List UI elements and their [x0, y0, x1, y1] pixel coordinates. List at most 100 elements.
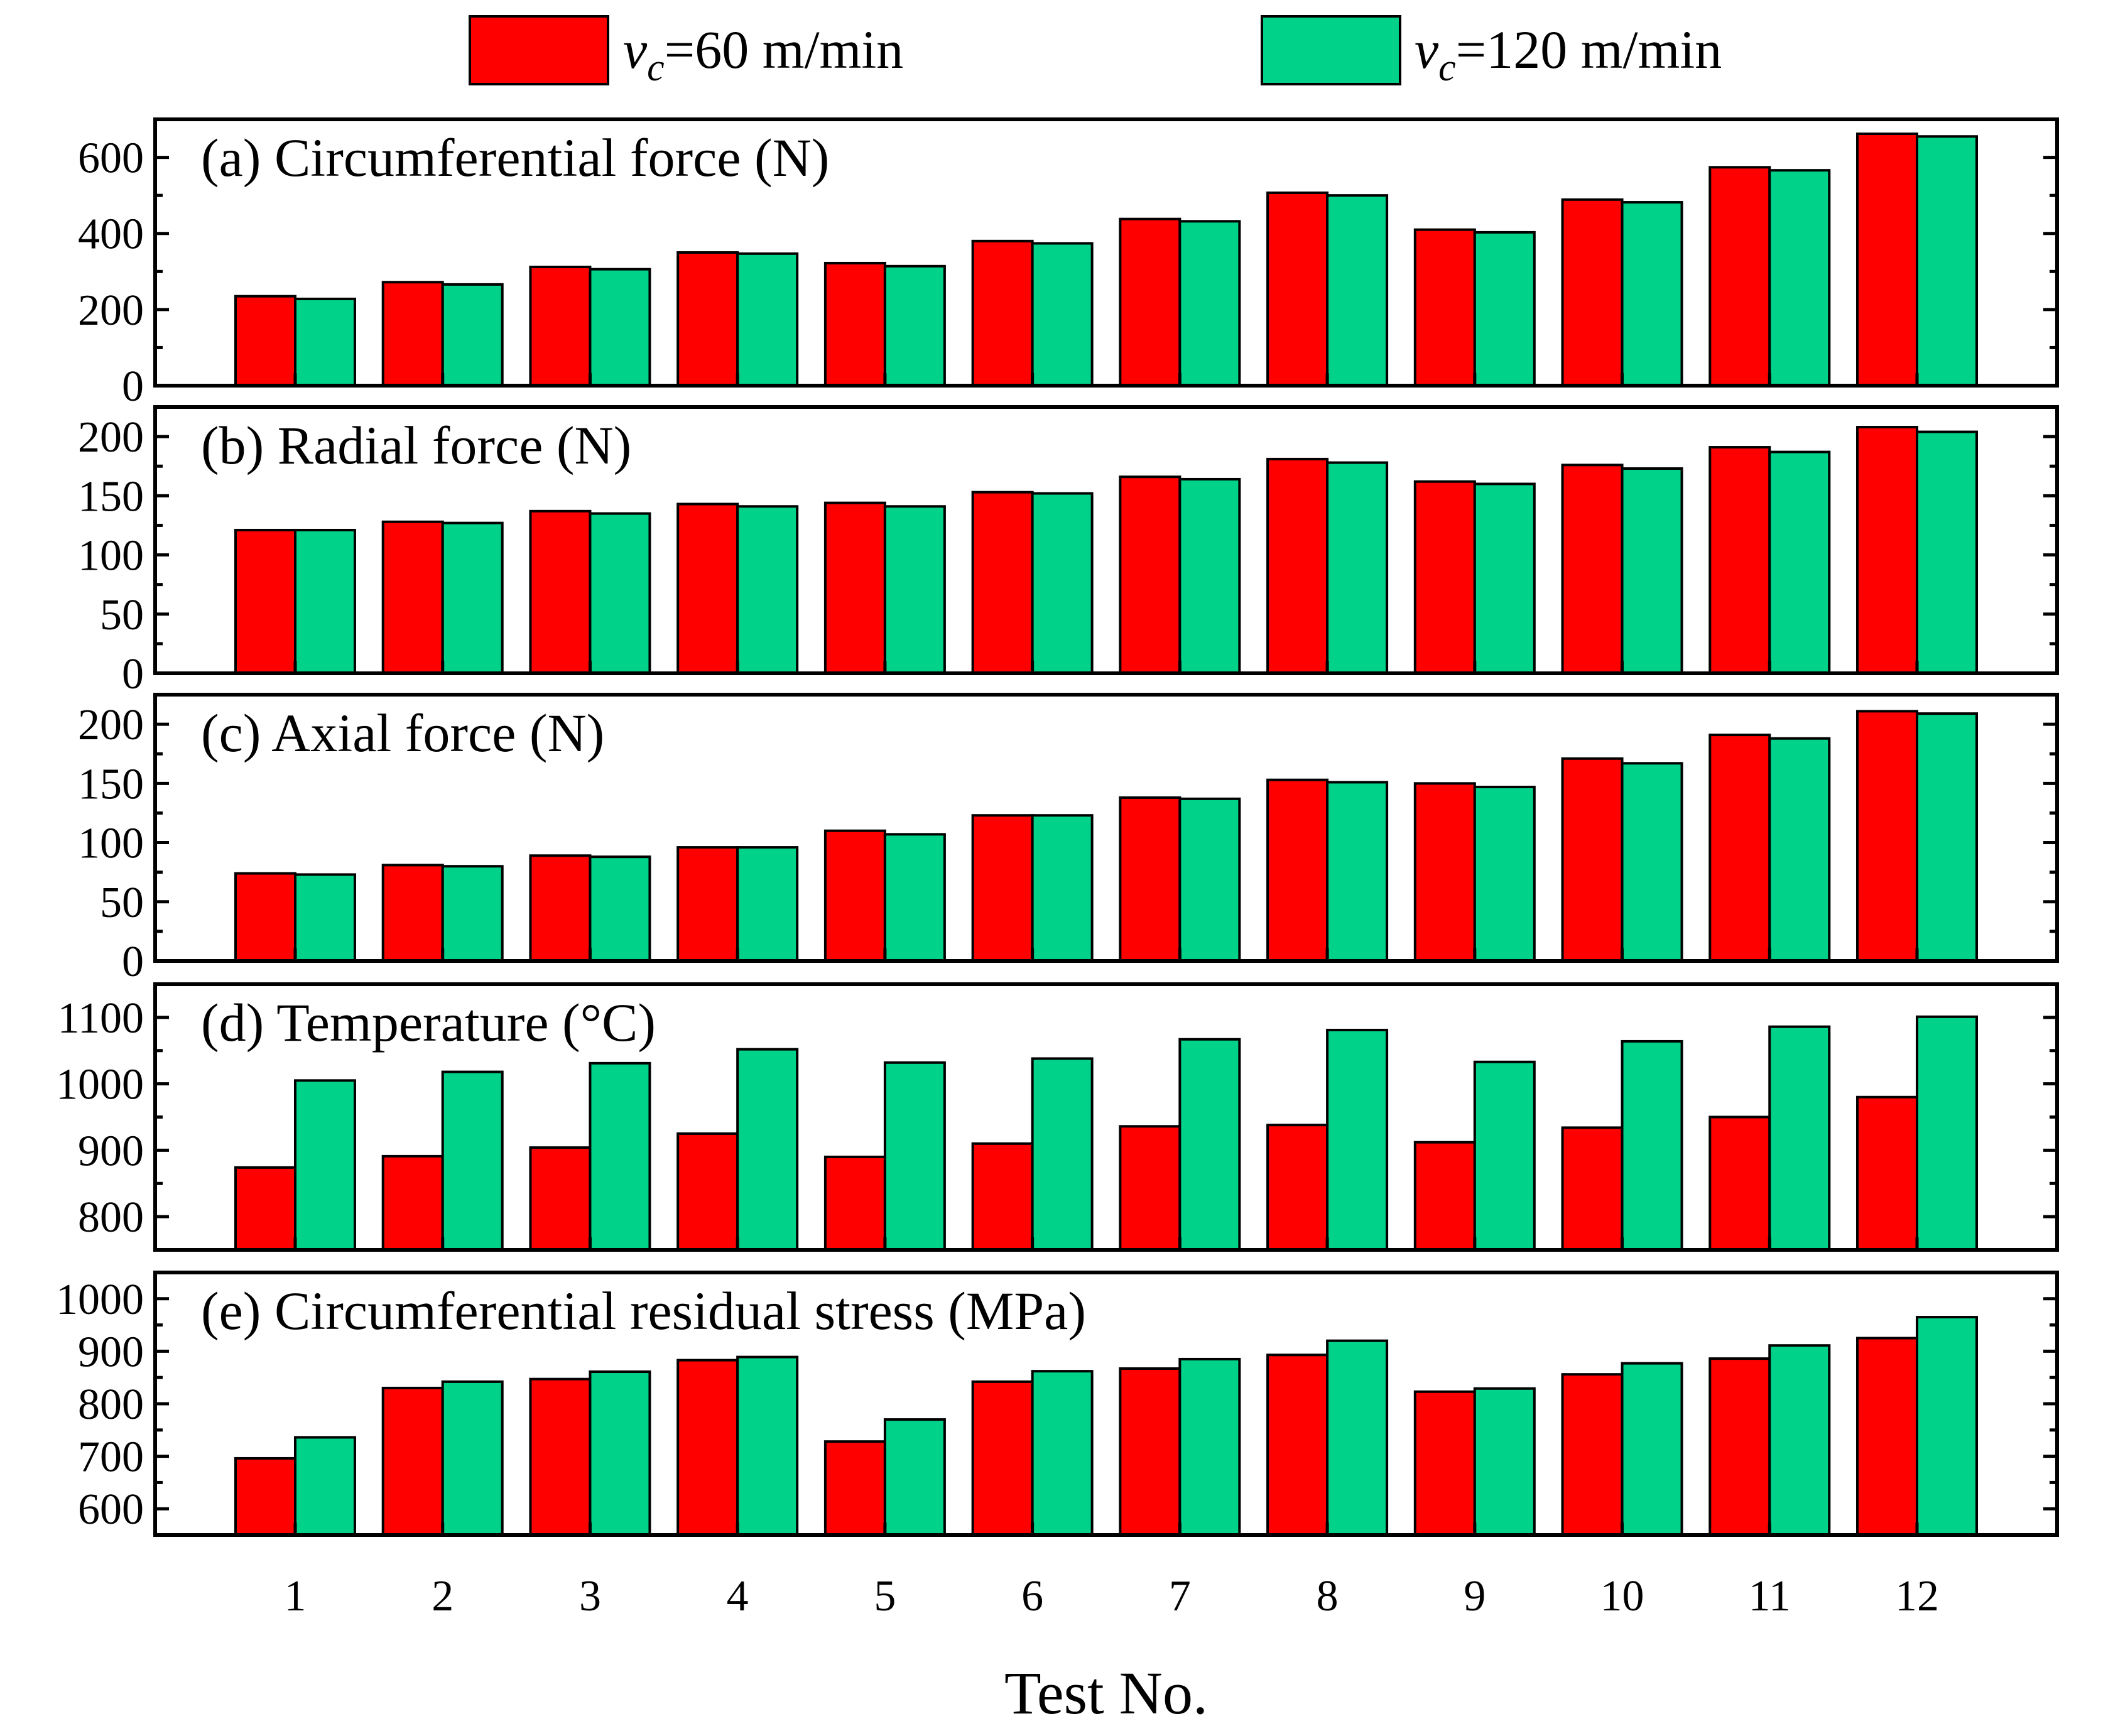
bar-a-series-2-test-5 — [883, 264, 946, 388]
panel-title: (c) Axial force (N) — [201, 703, 604, 763]
bar-d-series-1-test-10 — [1561, 1126, 1624, 1252]
bar-b-series-1-test-8 — [1266, 457, 1329, 675]
x-axis-title: Test No. — [1004, 1659, 1208, 1727]
panel-title: (d) Temperature (°C) — [201, 992, 656, 1053]
bar-d-series-2-test-8 — [1326, 1028, 1389, 1252]
bar-c-series-2-test-12 — [1916, 712, 1979, 962]
y-tick-label: 1100 — [58, 994, 144, 1043]
y-tick-label: 200 — [78, 286, 144, 335]
bar-d-series-2-test-2 — [441, 1070, 504, 1251]
y-tick-label: 100 — [78, 532, 144, 580]
y-tick-label: 0 — [122, 362, 144, 411]
bar-e-series-1-test-11 — [1708, 1357, 1771, 1536]
bar-c-series-1-test-10 — [1561, 757, 1624, 962]
y-tick-label: 700 — [78, 1433, 144, 1482]
bar-d-series-2-test-10 — [1621, 1039, 1683, 1251]
bar-c-series-2-test-9 — [1473, 785, 1536, 963]
bar-e-series-2-test-5 — [883, 1418, 946, 1537]
bar-a-series-2-test-4 — [736, 252, 799, 387]
bar-c-series-2-test-1 — [293, 873, 356, 962]
bar-a-series-1-test-10 — [1561, 198, 1624, 387]
bar-d-series-1-test-7 — [1119, 1125, 1181, 1252]
bar-d-series-2-test-11 — [1768, 1025, 1831, 1252]
bar-c-series-1-test-6 — [971, 814, 1034, 963]
y-tick-label: 200 — [78, 701, 144, 749]
bar-b-series-2-test-3 — [589, 512, 651, 675]
bar-a-series-1-test-9 — [1413, 228, 1476, 387]
bar-b-series-1-test-1 — [234, 528, 296, 675]
y-tick-label: 50 — [100, 879, 144, 927]
bar-b-series-1-test-12 — [1856, 426, 1919, 675]
bar-a-series-2-test-6 — [1031, 242, 1094, 387]
bar-c-series-1-test-7 — [1119, 796, 1181, 962]
bar-c-series-2-test-11 — [1768, 737, 1831, 963]
bar-e-series-1-test-2 — [381, 1386, 444, 1536]
bar-c-series-2-test-5 — [883, 833, 946, 963]
bar-d-series-1-test-12 — [1856, 1095, 1919, 1252]
bar-e-series-1-test-4 — [676, 1359, 739, 1537]
bar-a-series-1-test-5 — [823, 261, 886, 387]
x-tick-label: 6 — [1021, 1572, 1043, 1620]
bar-b-series-1-test-9 — [1413, 480, 1476, 675]
panel-frame — [153, 405, 2059, 675]
bar-e-series-1-test-10 — [1561, 1373, 1624, 1537]
bar-b-series-1-test-2 — [381, 520, 444, 675]
legend-swatch-1 — [469, 15, 609, 85]
bar-c-series-1-test-12 — [1856, 710, 1919, 962]
y-tick-label: 1000 — [56, 1276, 144, 1324]
bar-e-series-2-test-10 — [1621, 1362, 1683, 1536]
bar-e-series-2-test-4 — [736, 1355, 799, 1536]
x-tick-label: 5 — [874, 1572, 896, 1620]
bar-b-series-2-test-2 — [441, 521, 504, 675]
bar-a-series-1-test-3 — [529, 266, 592, 388]
bar-a-series-2-test-3 — [589, 268, 651, 387]
bar-c-series-2-test-4 — [736, 846, 799, 963]
bar-d-series-1-test-3 — [529, 1146, 592, 1252]
bar-a-series-2-test-11 — [1768, 169, 1831, 387]
panel-a: 0 200 400 600 (a) Circumferential force (N) — [78, 117, 2059, 411]
y-tick-label: 800 — [78, 1193, 144, 1242]
bar-d-series-2-test-6 — [1031, 1057, 1094, 1251]
bar-a-series-2-test-9 — [1473, 231, 1536, 388]
bar-c-series-2-test-10 — [1621, 762, 1683, 962]
bar-e-series-1-test-12 — [1856, 1337, 1919, 1536]
y-tick-label: 800 — [78, 1381, 144, 1429]
bar-c-series-1-test-3 — [529, 854, 592, 962]
x-tick-label: 7 — [1169, 1572, 1191, 1620]
legend-swatch-2 — [1261, 15, 1401, 85]
bar-b-series-2-test-6 — [1031, 492, 1094, 675]
y-tick-label: 50 — [100, 591, 144, 639]
bar-d-series-2-test-7 — [1178, 1038, 1241, 1251]
panel-frame — [153, 693, 2059, 963]
bar-e-series-1-test-9 — [1413, 1390, 1476, 1536]
legend-label-1: vc=60 m/min — [623, 19, 903, 89]
bar-a-series-1-test-8 — [1266, 191, 1329, 387]
panel-title: (b) Radial force (N) — [201, 415, 631, 475]
y-tick-label: 400 — [78, 210, 144, 259]
bar-b-series-2-test-4 — [736, 505, 799, 675]
bar-e-series-2-test-9 — [1473, 1387, 1536, 1537]
bar-d-series-1-test-9 — [1413, 1141, 1476, 1252]
bar-d-series-2-test-5 — [883, 1061, 946, 1252]
bar-d-series-1-test-11 — [1708, 1115, 1771, 1251]
bar-e-series-1-test-1 — [234, 1457, 296, 1537]
bar-e-series-1-test-7 — [1119, 1367, 1181, 1537]
bar-e-series-2-test-11 — [1768, 1344, 1831, 1537]
bar-b-series-1-test-4 — [676, 502, 739, 675]
bar-b-series-1-test-7 — [1119, 475, 1181, 675]
y-tick-label: 900 — [78, 1328, 144, 1376]
y-tick-label: 0 — [122, 650, 144, 698]
bar-c-series-2-test-2 — [441, 865, 504, 962]
bar-a-series-1-test-12 — [1856, 133, 1919, 387]
x-tick-label: 8 — [1317, 1572, 1339, 1620]
bar-d-series-1-test-8 — [1266, 1124, 1329, 1251]
y-tick-label: 150 — [78, 760, 144, 808]
legend-label-2: vc=120 m/min — [1415, 19, 1722, 89]
bar-b-series-2-test-5 — [883, 505, 946, 675]
bar-c-series-1-test-8 — [1266, 778, 1329, 963]
bar-e-series-1-test-5 — [823, 1440, 886, 1536]
bar-c-series-1-test-2 — [381, 864, 444, 962]
bar-d-series-1-test-4 — [676, 1132, 739, 1251]
